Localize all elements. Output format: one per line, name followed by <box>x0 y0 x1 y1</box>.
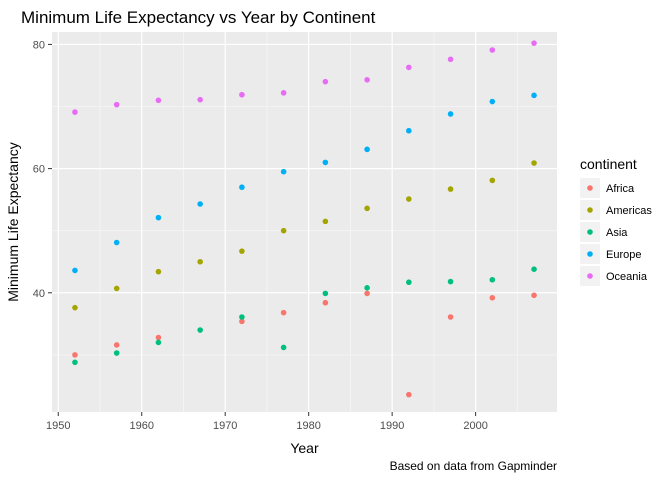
data-point <box>322 299 329 306</box>
data-point <box>113 350 120 356</box>
legend-label: Africa <box>606 183 635 195</box>
x-axis-tick-label: 1950 <box>46 420 70 432</box>
x-axis-tick-label: 1990 <box>380 420 404 432</box>
data-point <box>280 90 287 96</box>
data-point <box>155 97 162 104</box>
chart-caption: Based on data from Gapminder <box>390 459 557 473</box>
x-axis-tick-label: 1970 <box>213 420 237 432</box>
data-point <box>406 127 412 134</box>
data-point <box>197 201 203 207</box>
x-axis-tick-label: 1960 <box>129 420 153 432</box>
data-point <box>489 276 496 283</box>
data-point <box>447 278 454 285</box>
data-point <box>322 218 329 225</box>
data-point <box>489 47 496 53</box>
legend-symbol <box>587 229 593 235</box>
data-point <box>155 334 162 341</box>
data-point <box>447 186 454 192</box>
legend-symbol <box>587 273 593 279</box>
data-point <box>280 344 287 351</box>
data-point <box>239 318 245 325</box>
x-axis-tick-label: 1980 <box>296 420 320 432</box>
x-axis-tick-label: 2000 <box>463 420 487 432</box>
legend-symbol <box>587 207 593 213</box>
data-point <box>406 64 412 71</box>
y-axis-tick-label: 40 <box>33 288 45 300</box>
data-point <box>447 314 454 320</box>
data-point <box>239 184 245 191</box>
data-point <box>531 292 537 299</box>
y-axis-tick-label: 60 <box>33 164 45 176</box>
data-point <box>239 91 245 98</box>
data-point <box>406 196 412 202</box>
legend-symbol <box>587 251 593 257</box>
legend-label: Americas <box>606 205 652 217</box>
plot-panel <box>52 32 557 412</box>
data-point <box>239 248 245 254</box>
data-point <box>72 359 78 366</box>
data-point <box>489 98 496 105</box>
x-axis-label: Year <box>290 440 319 456</box>
legend-label: Asia <box>606 227 628 239</box>
data-point <box>364 290 370 297</box>
data-points <box>72 40 537 398</box>
data-point <box>72 267 78 274</box>
data-point <box>239 314 245 320</box>
minor-gridlines <box>52 32 557 412</box>
data-point <box>531 92 537 99</box>
y-axis-tick-labels: 40 60 80 <box>33 39 45 299</box>
data-point <box>113 239 120 246</box>
data-point <box>155 268 162 275</box>
data-point <box>280 227 287 234</box>
data-point <box>72 304 78 311</box>
data-point <box>197 96 203 103</box>
legend: Africa Americas Asia Europe Oceania <box>580 178 652 286</box>
data-point <box>113 101 120 108</box>
y-axis-tick-label: 80 <box>33 39 45 51</box>
data-point <box>489 294 496 301</box>
legend-label: Europe <box>606 249 641 261</box>
data-point <box>531 266 537 272</box>
data-point <box>531 40 537 46</box>
data-point <box>322 78 329 85</box>
data-point <box>364 205 370 212</box>
legend-symbol <box>587 185 593 191</box>
data-point <box>155 339 162 346</box>
data-point <box>197 327 203 333</box>
data-point <box>72 109 78 115</box>
legend-label: Oceania <box>606 271 648 283</box>
data-point <box>489 177 496 184</box>
data-point <box>531 160 537 166</box>
data-point <box>197 258 203 265</box>
data-point <box>155 214 162 221</box>
y-axis-label: Minimum Life Expectancy <box>5 142 21 302</box>
data-point <box>447 111 454 117</box>
data-point <box>280 309 287 316</box>
data-point <box>322 290 329 297</box>
data-point <box>406 391 412 398</box>
data-point <box>406 279 412 286</box>
data-point <box>447 56 454 63</box>
data-point <box>280 168 287 175</box>
data-point <box>364 146 370 153</box>
data-point <box>113 342 120 348</box>
major-gridlines <box>52 32 557 412</box>
data-point <box>364 285 370 291</box>
x-axis-tick-labels: 1950 1960 1970 1980 1990 2000 <box>46 420 488 432</box>
axis-ticks <box>48 43 477 416</box>
data-point <box>72 352 78 358</box>
legend-title: continent <box>580 156 637 172</box>
chart-title: Minimum Life Expectancy vs Year by Conti… <box>21 8 376 27</box>
data-point <box>113 285 120 292</box>
data-point <box>322 159 329 166</box>
data-point <box>364 77 370 83</box>
